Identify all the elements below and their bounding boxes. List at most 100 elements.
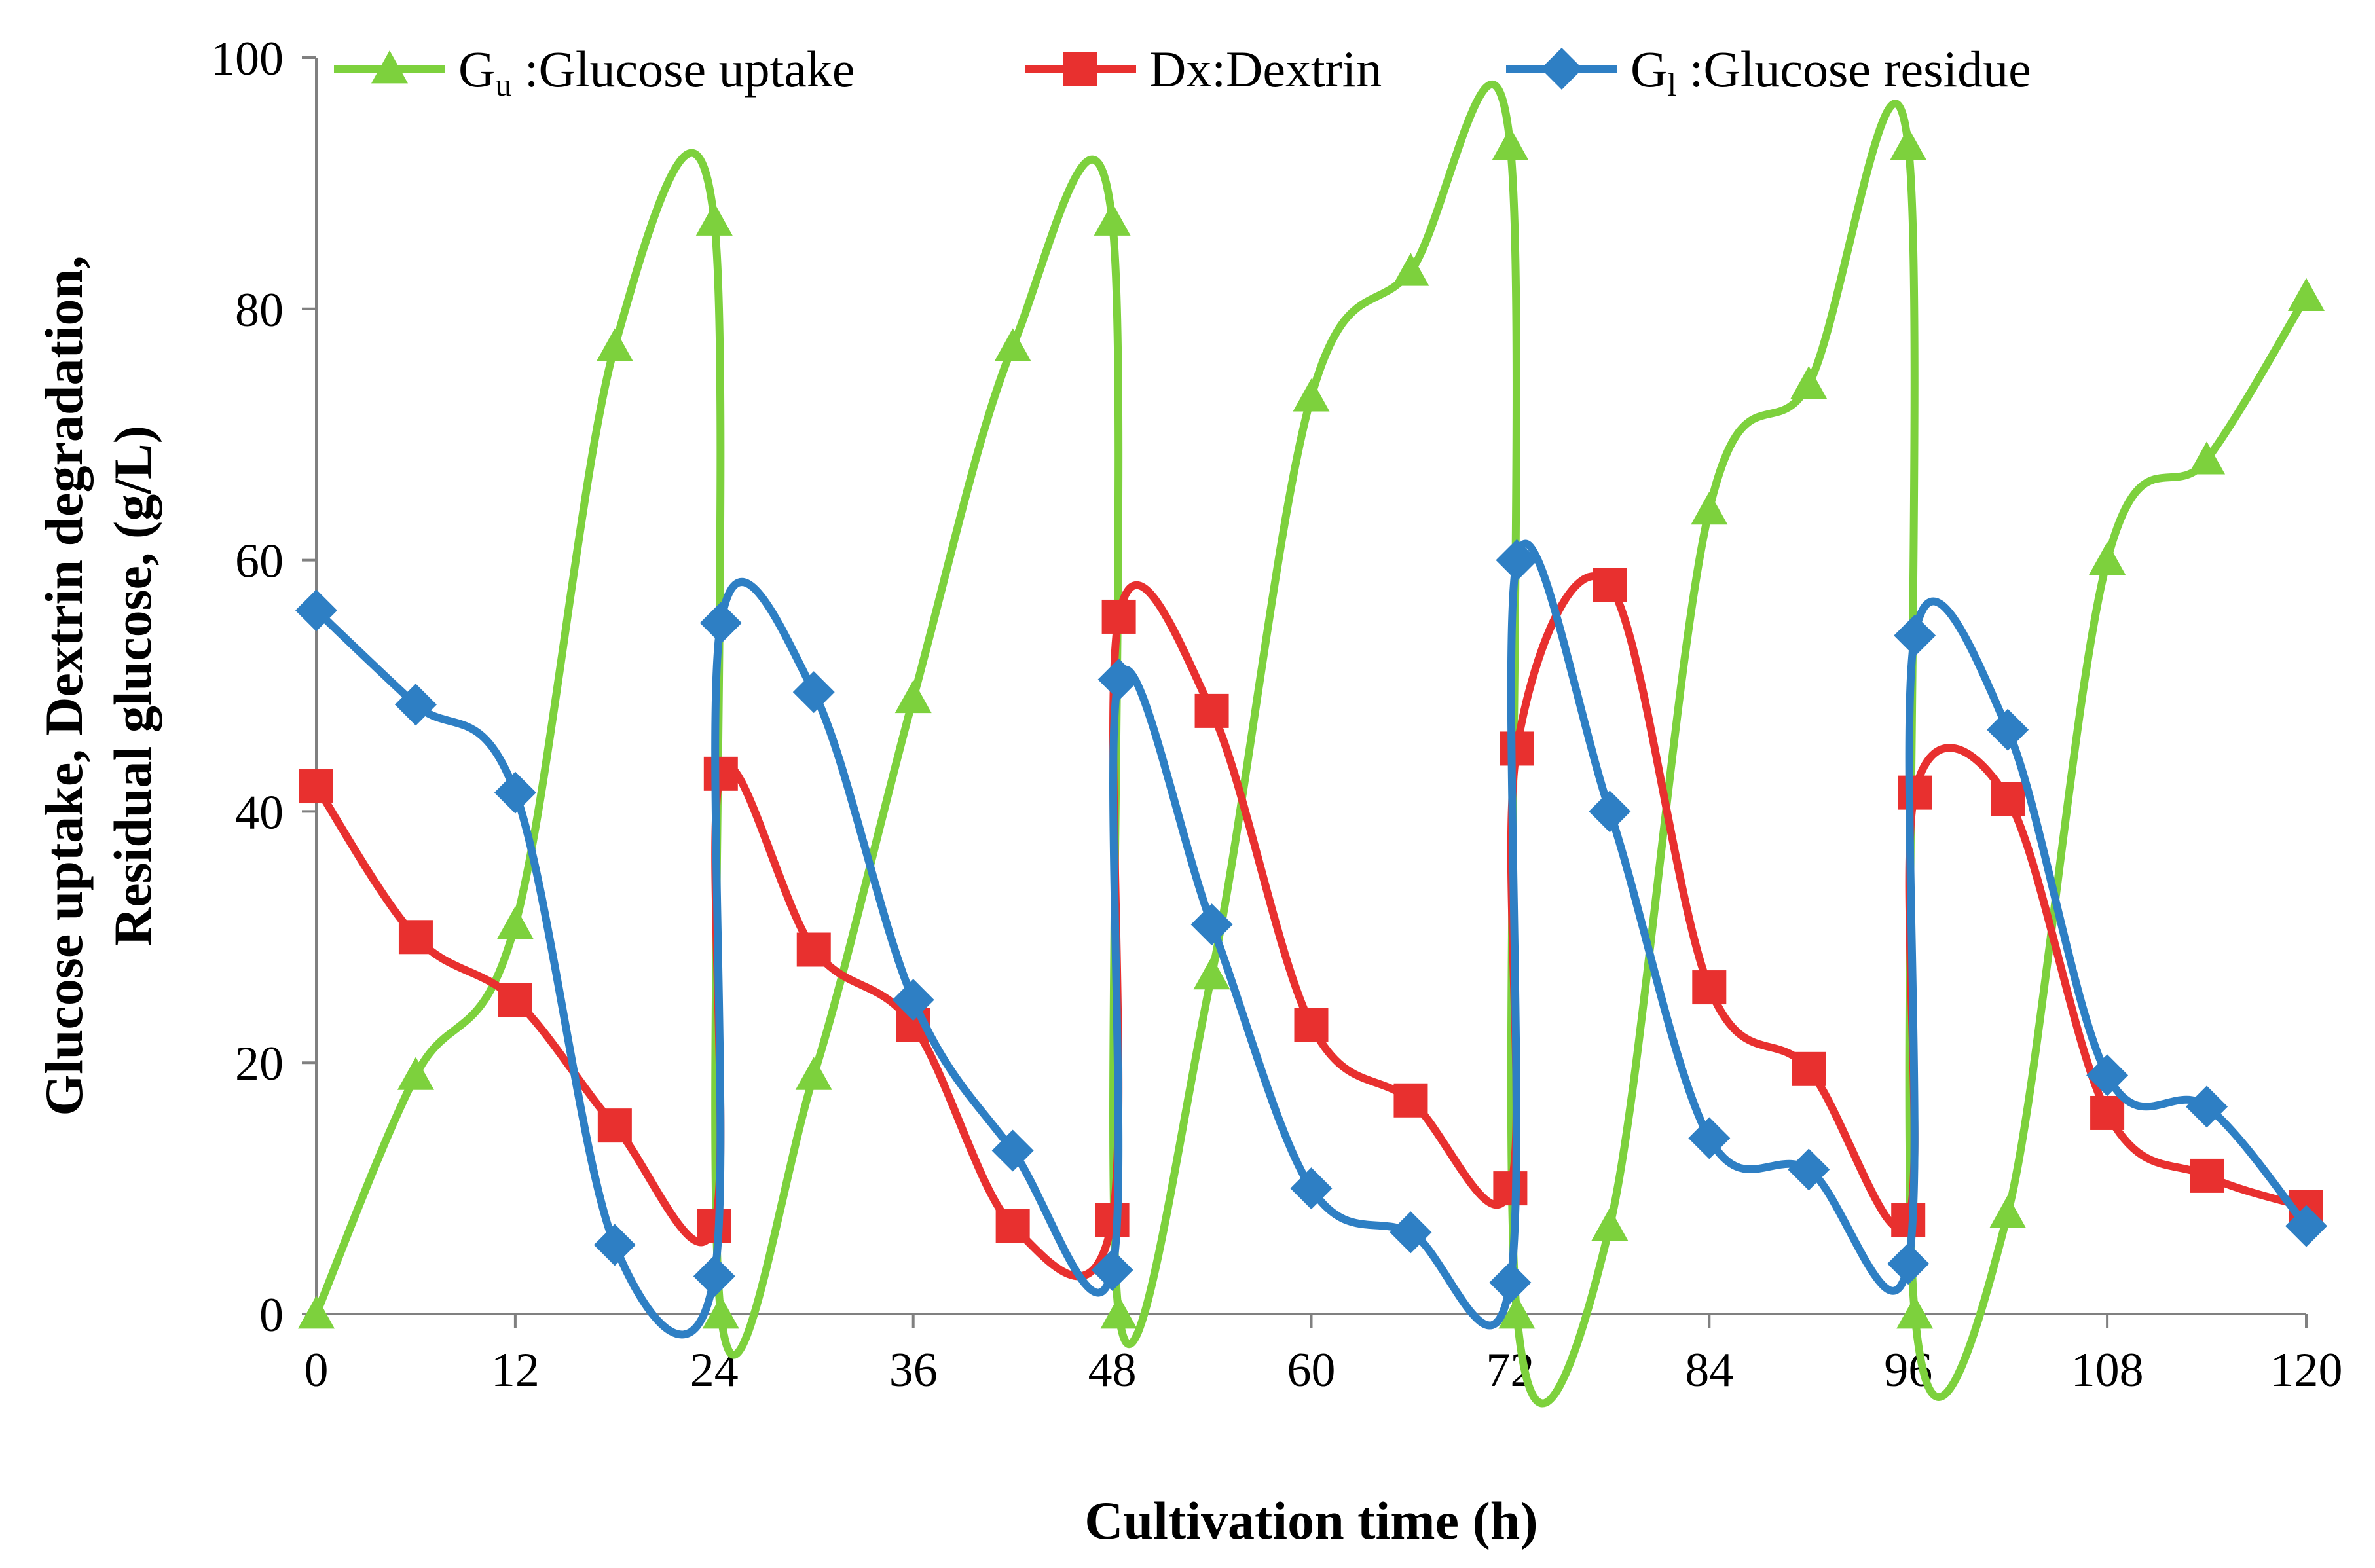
data-point [1194,693,1229,728]
data-point [1589,790,1631,833]
data-point [498,983,532,1017]
series-2 [295,539,2327,1339]
legend-marker [1063,52,1097,86]
data-point [699,602,742,644]
data-point [703,756,738,791]
data-point [1498,1296,1536,1329]
y-tick-label: 80 [235,283,284,337]
data-point [792,671,835,714]
data-point [1894,614,1936,657]
data-point [1989,1195,2027,1228]
data-point [1691,491,1728,525]
data-point [1991,782,2025,816]
data-point [894,680,932,714]
x-tick-label: 108 [2071,1343,2144,1397]
data-point [394,684,437,726]
data-point [1492,127,1529,160]
data-point [1496,539,1538,581]
x-axis-title: Cultivation time (h) [1084,1491,1537,1550]
data-point [1688,1117,1731,1159]
data-point [1591,1207,1629,1241]
data-point [2186,1085,2228,1128]
x-tick-label: 0 [304,1343,329,1397]
data-point [693,1255,735,1298]
data-point [496,906,534,939]
data-point [795,1057,832,1090]
data-point [494,771,536,814]
data-point [1091,1249,1133,1291]
data-point [593,1224,636,1266]
data-point [1987,708,2029,751]
y-tick-label: 100 [211,32,284,86]
data-point [1097,658,1140,701]
x-tick-label: 84 [1685,1343,1733,1397]
data-point [1489,1262,1532,1304]
data-point [1493,1171,1528,1206]
legend-marker [1541,48,1583,90]
data-point [1390,1211,1432,1254]
data-point [1887,1243,1930,1285]
data-point [1500,731,1534,766]
y-tick-label: 20 [235,1037,284,1091]
data-point [299,769,333,804]
y-axis-title-line: Residual glucose, (g/L) [103,426,162,946]
data-point [1094,202,1131,236]
data-point [892,979,934,1021]
legend-label: Gl :Glucose residue [1630,41,2031,103]
legend-marker [371,50,408,84]
data-point [1293,378,1330,412]
series-group [295,81,2327,1408]
data-point [2090,1095,2125,1130]
legend-label: Gu :Glucose uptake [458,41,855,103]
x-tick-label: 12 [491,1343,540,1397]
data-point [1593,568,1627,602]
data-point [596,328,633,361]
data-point [2285,1205,2327,1247]
data-point [398,920,433,955]
y-tick-label: 60 [235,535,284,589]
data-point [2089,541,2126,575]
data-point [1788,1148,1830,1191]
data-point [1896,1296,1934,1329]
x-tick-label: 36 [889,1343,938,1397]
y-tick-label: 40 [235,786,284,839]
y-axis-title-line: Glucose uptake, Dextrin degradation, [34,255,94,1116]
data-point [1790,365,1828,399]
y-tick-label: 0 [259,1288,284,1342]
data-point [397,1057,434,1090]
data-point [1193,956,1230,990]
data-point [1190,903,1233,946]
legend-item: Gl :Glucose residue [1506,41,2031,103]
data-point [295,589,337,632]
axis-titles: Cultivation time (h) Glucose uptake, Dext… [34,255,1538,1550]
data-point [2086,1054,2129,1097]
data-point [1890,127,1927,160]
data-point [597,1108,632,1143]
x-tick-label: 48 [1088,1343,1137,1397]
data-point [1290,1167,1333,1210]
legend-item: Gu :Glucose uptake [334,41,855,103]
data-point [994,328,1031,361]
data-point [1392,253,1429,286]
data-point [1393,1083,1428,1118]
data-point [991,1129,1034,1172]
data-point [695,202,733,236]
data-point [298,1296,335,1329]
x-tick-label: 60 [1287,1343,1336,1397]
x-tick-label: 120 [2270,1343,2343,1397]
legend-label: Dx:Dextrin [1149,41,1382,98]
data-point [1101,599,1136,634]
data-point [1692,970,1727,1005]
data-point [1294,1008,1329,1042]
data-point [995,1209,1030,1243]
data-point [1100,1296,1137,1329]
legend: Gu :Glucose uptake Dx:Dextrin Gl :Glucose … [334,41,2031,103]
data-point [2288,278,2325,312]
data-point [1792,1051,1826,1086]
data-point [1898,775,1932,810]
data-point [2190,1158,2224,1193]
data-point [2188,441,2226,475]
legend-item: Dx:Dextrin [1025,41,1382,98]
